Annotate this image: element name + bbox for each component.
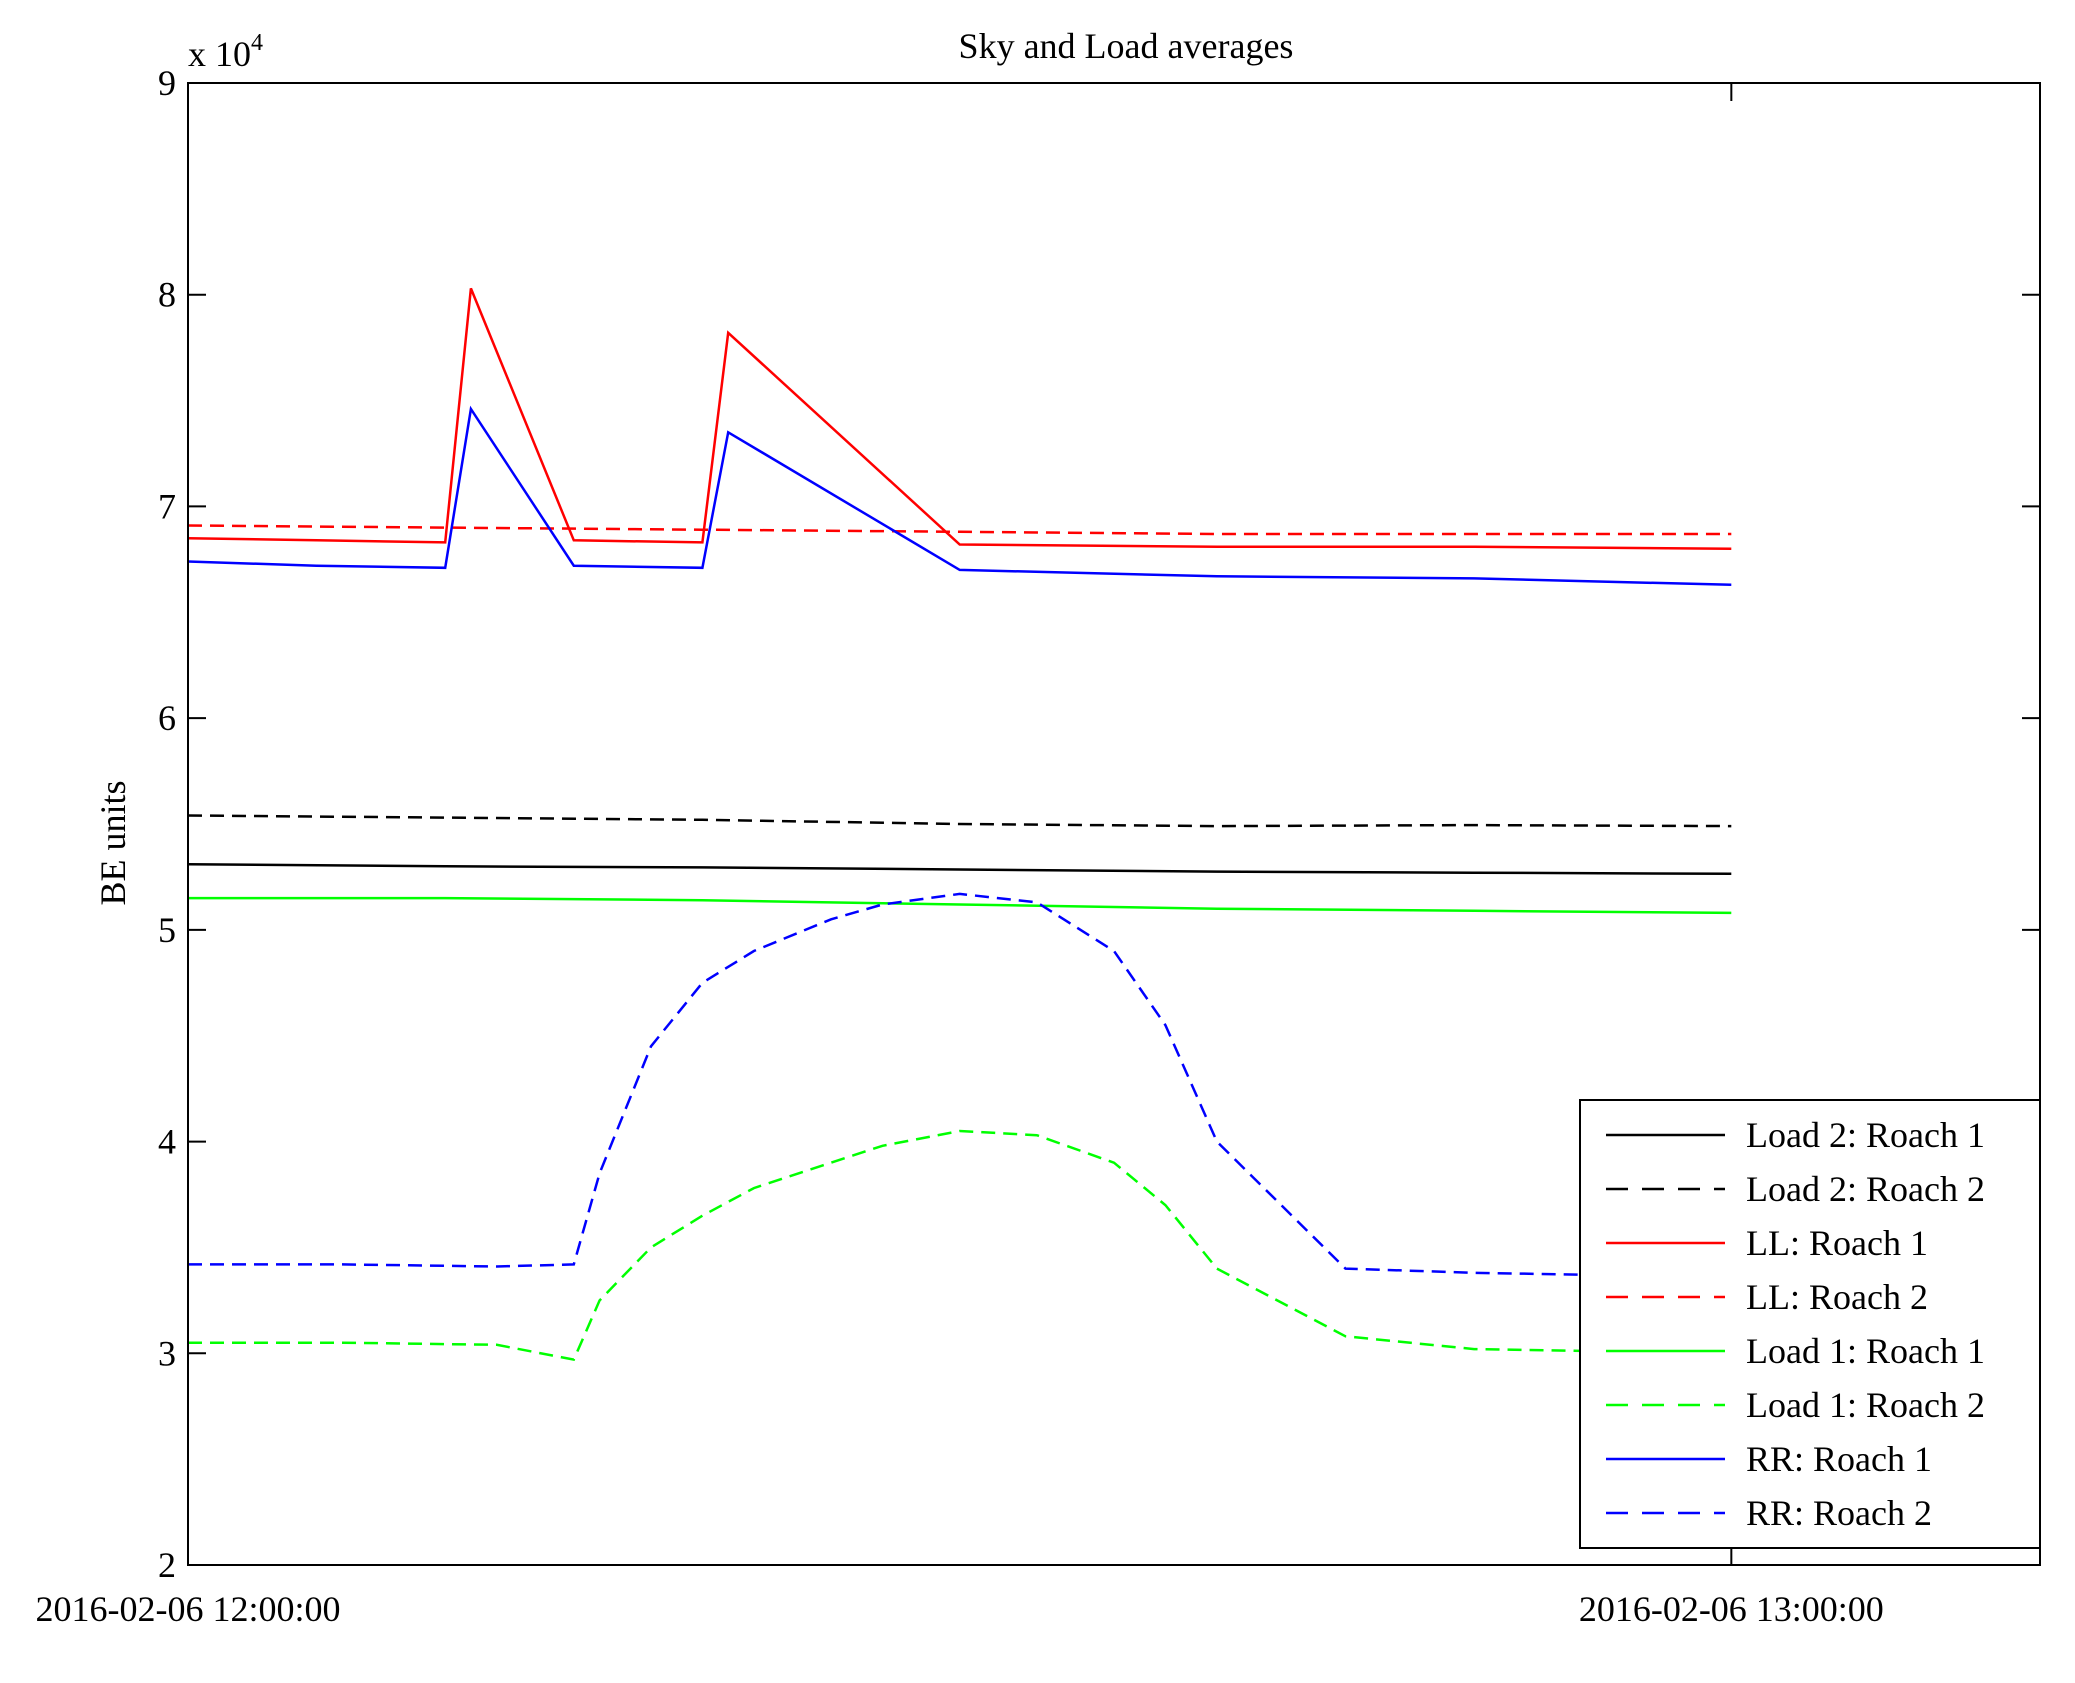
axes-layer: 2 3 4 5 6 7 8 9 2016-02-06 12:00:00 2016-02-06 13… xyxy=(36,63,2041,1629)
series-line-3 xyxy=(187,287,1732,551)
svg-text:x 104: x 104 xyxy=(188,30,263,74)
legend-entry: LL: Roach 1 xyxy=(1746,1223,1928,1263)
y-tick-label: 5 xyxy=(158,910,176,950)
legend-entry: Load 1: Roach 1 xyxy=(1746,1331,1985,1371)
legend-entry: Load 2: Roach 2 xyxy=(1746,1169,1985,1209)
series-line-7 xyxy=(187,405,1732,587)
series-line-1 xyxy=(187,862,1732,876)
series-line-4 xyxy=(187,524,1732,536)
series-line-5 xyxy=(188,896,1732,915)
legend-entry: Load 1: Roach 2 xyxy=(1746,1385,1985,1425)
series-line-8 xyxy=(188,892,1732,1279)
y-exponent-base: x 10 xyxy=(188,34,251,74)
y-exponent-power: 4 xyxy=(251,30,263,56)
x-tick-label: 2016-02-06 13:00:00 xyxy=(1579,1589,1884,1629)
series-line-2 xyxy=(187,814,1732,828)
legend-box xyxy=(1579,1099,2041,1549)
y-axis-label: BE units xyxy=(93,780,133,905)
y-exponent-label: x 104 xyxy=(188,30,263,74)
y-tick-label: 8 xyxy=(158,275,176,315)
plot-frame xyxy=(187,82,2041,1566)
y-tick-label: 9 xyxy=(158,63,176,103)
legend-entry: Load 2: Roach 1 xyxy=(1746,1115,1985,1155)
x-tick-label: 2016-02-06 12:00:00 xyxy=(36,1589,341,1629)
y-tick-label: 6 xyxy=(158,698,176,738)
chart-title: Sky and Load averages xyxy=(959,26,1294,66)
series-layer xyxy=(187,287,1732,1362)
series-line-6 xyxy=(188,1129,1732,1362)
legend: Load 2: Roach 1 Load 2: Roach 2 LL: Roach … xyxy=(1579,1099,2041,1549)
y-tick-label: 4 xyxy=(158,1122,176,1162)
y-tick-label: 3 xyxy=(158,1333,176,1373)
y-tick-label: 2 xyxy=(158,1545,176,1585)
legend-entry: LL: Roach 2 xyxy=(1746,1277,1928,1317)
y-tick-label: 7 xyxy=(158,486,176,526)
legend-entry: RR: Roach 2 xyxy=(1746,1493,1932,1533)
legend-entry: RR: Roach 1 xyxy=(1746,1439,1932,1479)
